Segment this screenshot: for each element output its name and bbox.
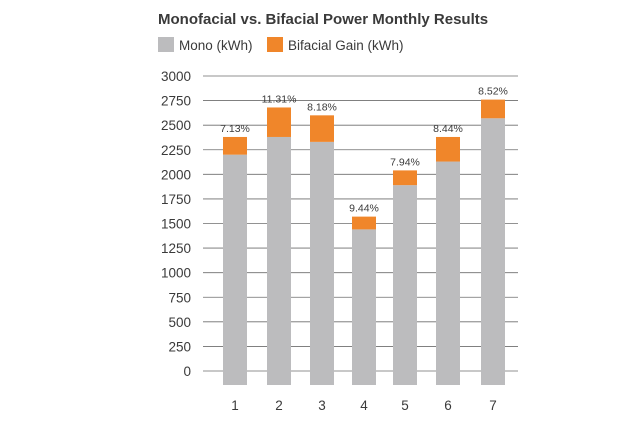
- x-tick-label-2: 2: [275, 398, 283, 413]
- y-tick-label: 3000: [161, 69, 191, 84]
- legend-swatch-2: [267, 37, 283, 52]
- y-tick-label: 2500: [161, 118, 191, 133]
- data-label-5: 7.94%: [390, 156, 420, 168]
- legend-swatch-1: [158, 37, 174, 52]
- y-tick-label: 2250: [161, 143, 191, 158]
- y-tick-label: 1500: [161, 217, 191, 232]
- bar-bifacial-gain-6: [436, 136, 460, 162]
- bars: [223, 99, 505, 386]
- bar-mono-2: [267, 136, 291, 385]
- legend-label-1: Mono (kWh): [179, 38, 253, 53]
- x-axis-ticks: 1 2 3 4 5 6 7: [231, 398, 497, 413]
- data-label-3: 8.18%: [307, 101, 337, 113]
- chart-title: Monofacial vs. Bifacial Power Monthly Re…: [158, 11, 488, 28]
- bar-mono-1: [223, 154, 247, 385]
- data-label-1: 7.13%: [220, 123, 250, 135]
- x-tick-label-3: 3: [318, 398, 326, 413]
- data-label-7: 8.52%: [478, 86, 508, 98]
- data-labels: 7.13% 11.31% 8.18% 9.44% 7.94% 8.44% 8.52%: [220, 86, 508, 215]
- x-tick-label-1: 1: [231, 398, 239, 413]
- x-tick-label-7: 7: [489, 398, 497, 413]
- bar-bifacial-gain-1: [223, 136, 247, 155]
- legend: Mono (kWh) Bifacial Gain (kWh): [158, 37, 404, 53]
- bar-bifacial-gain-4: [352, 216, 376, 230]
- bar-bifacial-gain-7: [481, 99, 505, 119]
- legend-label-2: Bifacial Gain (kWh): [288, 38, 404, 53]
- bar-mono-7: [481, 118, 505, 386]
- bar-bifacial-gain-5: [393, 170, 417, 186]
- x-tick-label-6: 6: [444, 398, 452, 413]
- y-tick-label: 2750: [161, 94, 191, 109]
- bar-bifacial-gain-3: [310, 115, 334, 142]
- y-tick-label: 750: [168, 290, 191, 305]
- bar-mono-4: [352, 229, 376, 385]
- x-tick-label-4: 4: [360, 398, 368, 413]
- data-label-4: 9.44%: [349, 203, 379, 215]
- x-tick-label-5: 5: [401, 398, 409, 413]
- y-tick-label: 1250: [161, 241, 191, 256]
- y-axis-ticks: 0 250 500 750 1000 1250 1500 1750 2000 2250 2500 27…: [161, 69, 191, 379]
- bar-bifacial-gain-2: [267, 107, 291, 137]
- y-tick-label: 0: [183, 364, 191, 379]
- y-tick-label: 2000: [161, 167, 191, 182]
- y-tick-label: 500: [168, 315, 191, 330]
- bar-mono-3: [310, 141, 334, 385]
- y-tick-label: 1750: [161, 192, 191, 207]
- bar-mono-5: [393, 185, 417, 385]
- data-label-6: 8.44%: [433, 123, 463, 135]
- bar-mono-6: [436, 161, 460, 385]
- y-tick-label: 250: [168, 339, 191, 354]
- y-tick-label: 1000: [161, 266, 191, 281]
- data-label-2: 11.31%: [262, 93, 297, 105]
